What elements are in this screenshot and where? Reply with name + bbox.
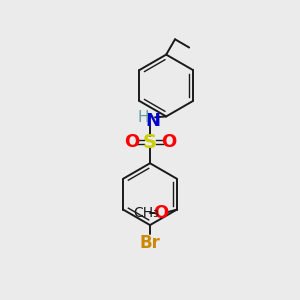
Text: S: S (143, 133, 157, 152)
Text: O: O (153, 204, 168, 222)
Text: N: N (146, 112, 160, 130)
Text: O: O (124, 133, 140, 151)
Text: H: H (138, 110, 149, 125)
Text: CH₃: CH₃ (133, 206, 159, 220)
Text: Br: Br (140, 234, 160, 252)
Text: O: O (160, 133, 176, 151)
